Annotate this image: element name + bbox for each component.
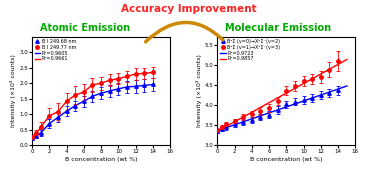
Text: Accuracy Improvement: Accuracy Improvement [121, 4, 257, 13]
X-axis label: B concentration (wt %): B concentration (wt %) [250, 157, 322, 162]
Text: Molecular Emission: Molecular Emission [225, 23, 331, 33]
Y-axis label: Intensity (×10³ counts): Intensity (×10³ counts) [11, 55, 16, 127]
FancyArrowPatch shape [146, 22, 223, 42]
X-axis label: B concentration (wt %): B concentration (wt %) [65, 157, 137, 162]
Text: Atomic Emission: Atomic Emission [40, 23, 130, 33]
Legend: B²Σ (v=0)→X²Σ⁻(v=2), B²Σ (v=1)→X²Σ⁻(v=3), R²=0.9723, R²=0.9857: B²Σ (v=0)→X²Σ⁻(v=2), B²Σ (v=1)→X²Σ⁻(v=3)… [219, 38, 281, 62]
Y-axis label: Intensity (×10³ counts): Intensity (×10³ counts) [196, 55, 201, 127]
Legend: B I 249.68 nm, B I 249.77 nm, R²=0.9605, R²=0.9661: B I 249.68 nm, B I 249.77 nm, R²=0.9605,… [34, 38, 77, 62]
